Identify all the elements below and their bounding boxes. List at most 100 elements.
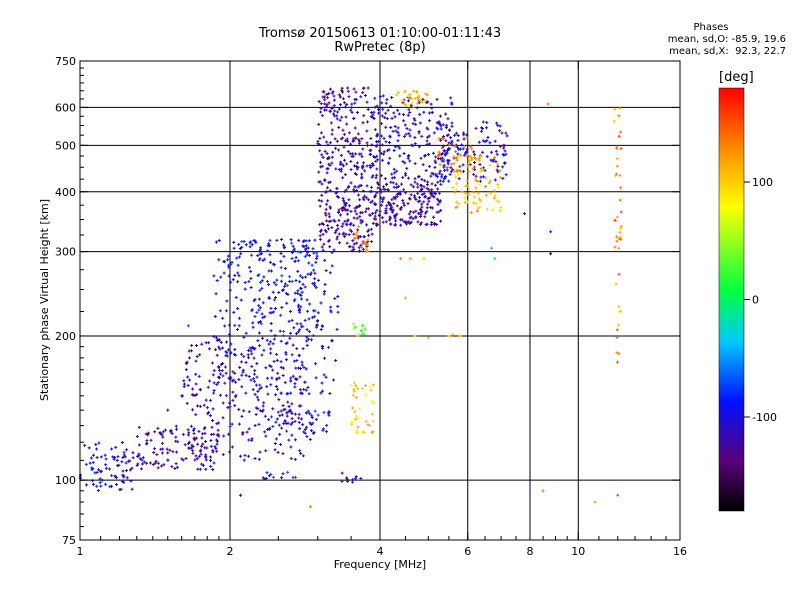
data-point: [145, 442, 149, 446]
data-point: [480, 126, 484, 130]
data-point: [408, 134, 412, 138]
data-point: [322, 373, 326, 377]
data-point: [308, 437, 312, 441]
data-point: [291, 343, 295, 347]
data-point: [224, 394, 228, 398]
data-point: [341, 97, 345, 101]
data-point: [400, 99, 404, 103]
data-point: [255, 375, 259, 379]
data-point: [458, 334, 462, 338]
data-point: [351, 137, 355, 141]
data-point: [319, 165, 323, 169]
data-point: [258, 320, 262, 324]
data-point: [346, 139, 350, 143]
data-point: [344, 115, 348, 119]
data-point: [290, 417, 294, 421]
data-point: [121, 469, 125, 473]
data-point: [313, 315, 317, 319]
data-point: [230, 260, 234, 264]
data-point: [337, 211, 341, 215]
data-point: [377, 111, 381, 115]
data-point: [373, 195, 377, 199]
data-point: [209, 438, 213, 442]
data-point: [289, 445, 293, 449]
data-point: [340, 115, 344, 119]
data-point: [351, 322, 355, 326]
data-point: [403, 172, 407, 176]
data-point: [276, 387, 280, 391]
data-point: [619, 147, 623, 151]
data-point: [389, 125, 393, 129]
data-point: [211, 418, 215, 422]
data-point: [386, 188, 390, 192]
data-point: [322, 90, 326, 94]
data-point: [215, 382, 219, 386]
data-point: [404, 132, 408, 136]
data-point: [328, 392, 332, 396]
data-point: [301, 423, 305, 427]
data-point: [131, 456, 135, 460]
data-point: [186, 375, 190, 379]
data-point: [257, 321, 261, 325]
data-point: [271, 424, 275, 428]
data-point: [327, 238, 331, 242]
data-point: [210, 361, 214, 365]
data-point: [357, 193, 361, 197]
data-point: [356, 425, 360, 429]
data-point: [371, 163, 375, 167]
chart-subtitle: RwPretec (8p): [334, 40, 426, 55]
data-point: [345, 103, 349, 107]
data-point: [152, 450, 156, 454]
data-point: [295, 377, 299, 381]
data-point: [356, 185, 360, 189]
data-point: [241, 368, 245, 372]
data-point: [456, 138, 460, 142]
data-point: [407, 104, 411, 108]
data-point: [284, 358, 288, 362]
data-point: [200, 436, 204, 440]
data-point: [253, 347, 257, 351]
data-point: [217, 337, 221, 341]
data-point: [419, 213, 423, 217]
data-point: [489, 150, 493, 154]
data-point: [365, 223, 369, 227]
data-point: [618, 106, 622, 110]
data-point: [618, 309, 622, 313]
data-point: [372, 401, 376, 405]
data-point: [446, 158, 450, 162]
data-point: [379, 122, 383, 126]
data-point: [365, 141, 369, 145]
data-point: [350, 105, 354, 109]
data-point: [375, 208, 379, 212]
data-point: [355, 161, 359, 165]
data-point: [613, 107, 617, 111]
data-point: [321, 248, 325, 252]
data-point: [462, 196, 466, 200]
data-point: [327, 162, 331, 166]
data-point: [217, 238, 221, 242]
data-point: [422, 257, 426, 261]
data-point: [317, 170, 321, 174]
data-point: [615, 239, 619, 243]
data-point: [328, 271, 332, 275]
data-point: [214, 446, 218, 450]
data-point: [240, 239, 244, 243]
data-point: [408, 92, 412, 96]
data-point: [259, 322, 263, 326]
data-point: [323, 228, 327, 232]
data-point: [619, 226, 623, 230]
data-point: [379, 151, 383, 155]
data-point: [329, 121, 333, 125]
data-point: [324, 375, 328, 379]
data-point: [337, 208, 341, 212]
data-point: [264, 434, 268, 438]
data-point: [194, 413, 198, 417]
data-point: [396, 139, 400, 143]
data-point: [491, 159, 495, 163]
data-point: [180, 457, 184, 461]
data-point: [352, 389, 356, 393]
data-point: [455, 205, 459, 209]
data-point: [380, 101, 384, 105]
data-point: [484, 193, 488, 197]
